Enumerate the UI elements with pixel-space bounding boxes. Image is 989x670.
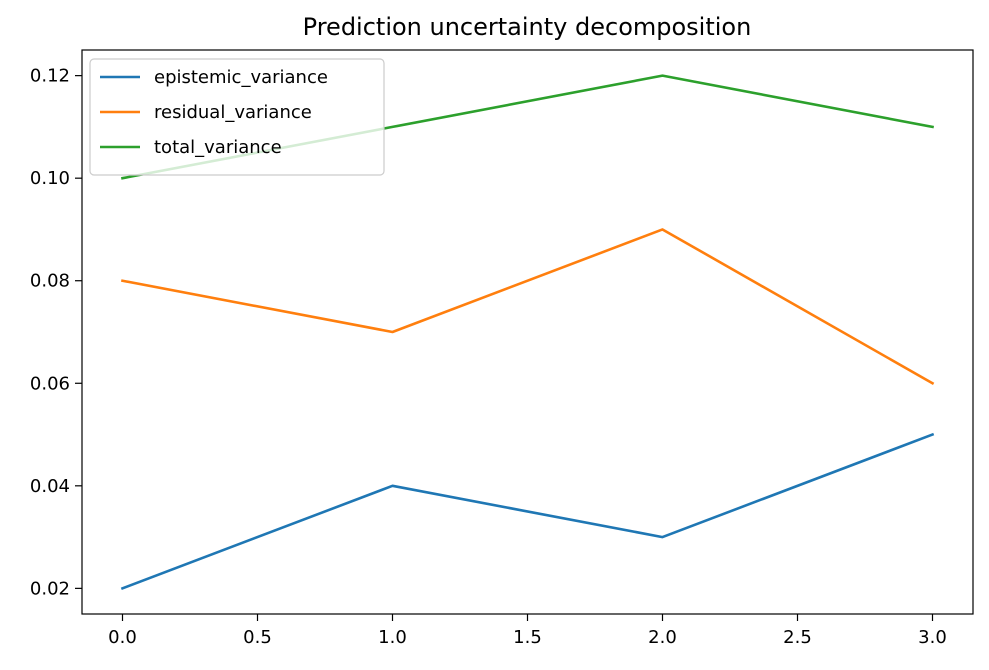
y-tick-label: 0.06 <box>30 373 70 394</box>
legend-label: epistemic_variance <box>154 67 328 88</box>
y-tick-label: 0.12 <box>30 66 70 87</box>
x-tick-label: 0.5 <box>243 627 272 648</box>
legend: epistemic_variance residual_variancetotal… <box>89 58 385 176</box>
x-tick-label: 1.5 <box>513 627 542 648</box>
y-tick-label: 0.08 <box>30 271 70 292</box>
legend-box <box>89 58 385 176</box>
x-axis-ticks: 0.0 0.5 1.0 1.5 2.0 2.5 3.0 <box>108 614 947 648</box>
series-line-residual-variance <box>120 228 935 386</box>
series-line-epistemic-variance <box>120 432 935 591</box>
x-tick-label: 2.5 <box>783 627 812 648</box>
legend-label: residual_variance <box>154 102 312 123</box>
y-tick-label: 0.02 <box>30 578 70 599</box>
y-tick-label: 0.04 <box>30 476 70 497</box>
x-tick-label: 2.0 <box>648 627 677 648</box>
y-axis-ticks: 0.02 0.04 0.06 0.08 0.10 0.12 <box>30 66 82 599</box>
chart-title: Prediction uncertainty decomposition <box>303 13 752 41</box>
y-tick-label: 0.10 <box>30 168 70 189</box>
x-tick-label: 0.0 <box>108 627 137 648</box>
x-tick-label: 1.0 <box>378 627 407 648</box>
legend-label: total_variance <box>154 137 282 158</box>
x-tick-label: 3.0 <box>918 627 947 648</box>
plot-frame <box>81 49 974 615</box>
